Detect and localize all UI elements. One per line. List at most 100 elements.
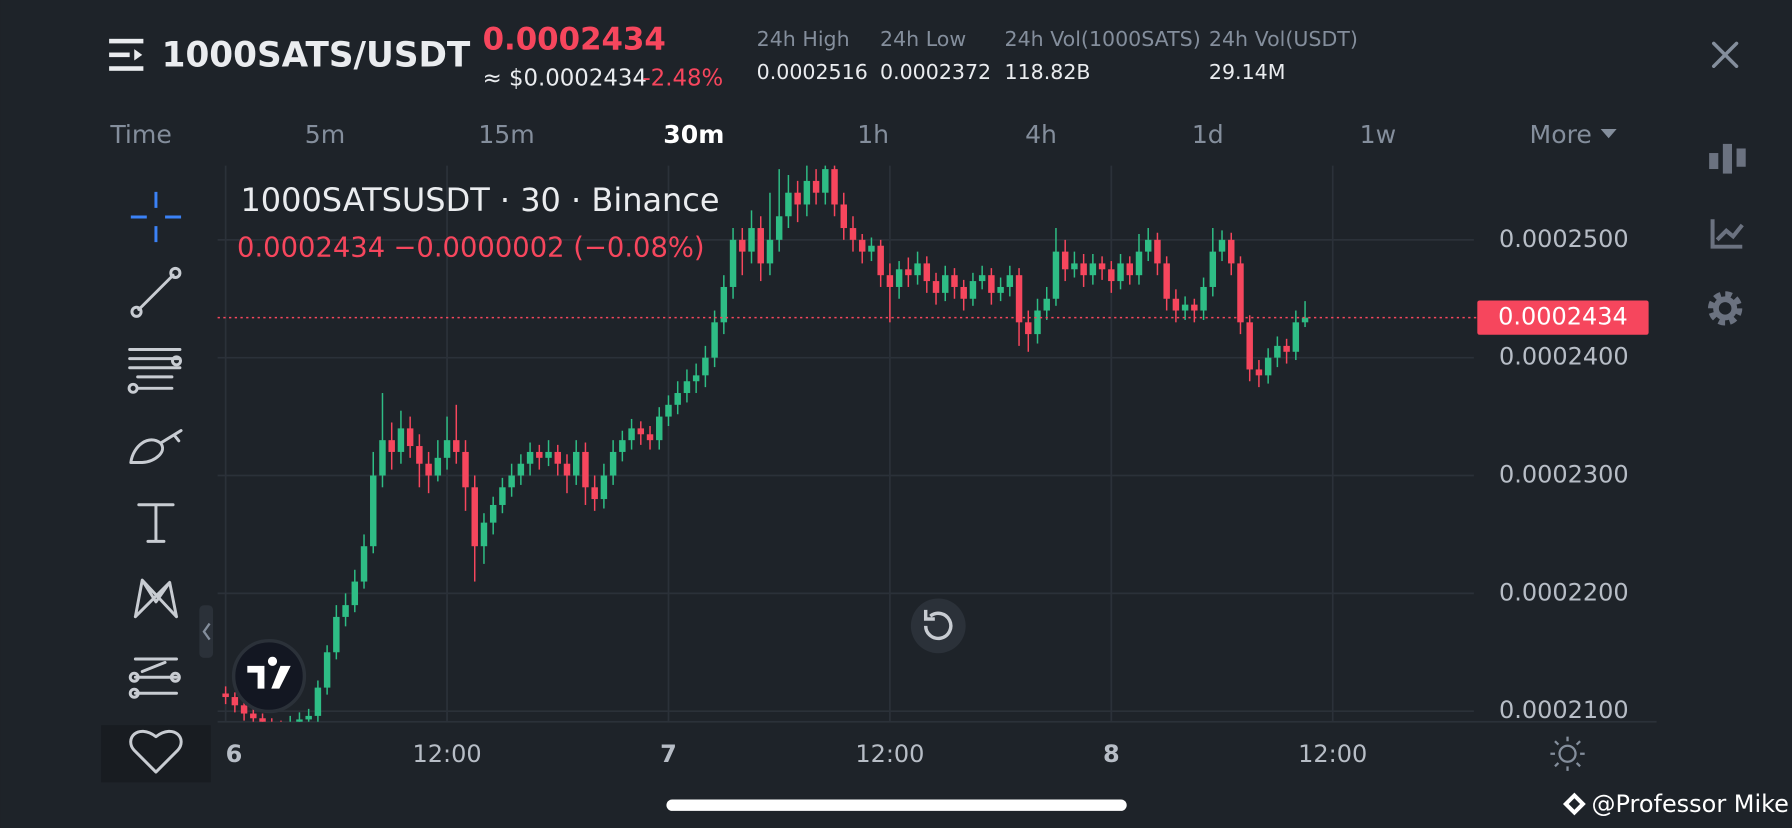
- stat-value: 0.0002372: [880, 60, 991, 84]
- candle-body: [370, 475, 377, 547]
- candle-body: [628, 428, 635, 441]
- close-button[interactable]: [1712, 41, 1739, 68]
- candle-body: [822, 169, 829, 193]
- candle-body: [785, 192, 792, 217]
- candle-body: [416, 446, 423, 464]
- measure-tool[interactable]: [128, 657, 181, 699]
- candle-body: [333, 616, 340, 653]
- pattern-tool[interactable]: [133, 578, 178, 619]
- candle-body: [434, 457, 442, 476]
- candle-body: [582, 451, 589, 488]
- x-tick-label: 8: [1103, 740, 1120, 768]
- candle-body: [1043, 298, 1050, 311]
- candle-body: [1283, 345, 1290, 352]
- candle-body: [1126, 263, 1133, 276]
- candle-body: [462, 451, 469, 488]
- candle-body: [1144, 239, 1152, 252]
- legend-title: 1000SATSUSDT · 30 · Binance: [240, 181, 719, 219]
- tradingview-logo[interactable]: [231, 638, 307, 714]
- candle-body: [858, 239, 866, 252]
- timeframe-tab[interactable]: 1h: [857, 120, 889, 149]
- candle-body: [674, 393, 681, 405]
- candle-body: [1089, 263, 1097, 276]
- candle-body: [591, 487, 598, 500]
- candles: [222, 165, 1309, 722]
- y-tick-label: 0.0002400: [1499, 343, 1629, 371]
- candle-body: [775, 216, 783, 240]
- chart-type-icon[interactable]: [1709, 143, 1746, 174]
- timeframe-tab[interactable]: 1d: [1192, 120, 1224, 149]
- candle-body: [323, 652, 331, 688]
- candle-body: [766, 239, 774, 264]
- timeframe-tab[interactable]: 5m: [305, 120, 345, 149]
- candle-body: [526, 451, 534, 464]
- toolbar-collapse[interactable]: [199, 605, 214, 658]
- change-pct: -2.48%: [642, 65, 723, 91]
- brush-tool[interactable]: [129, 429, 183, 465]
- chart-overlay: 0.0002434: [217, 300, 1649, 335]
- candle-body: [443, 440, 451, 458]
- candle-body: [692, 375, 700, 382]
- candle-body: [1006, 275, 1014, 287]
- timeframe-tabs: Time 5m 15m 30m 1h 4h 1d 1w More: [109, 120, 1591, 149]
- candle-body: [1117, 263, 1124, 282]
- candle-body: [360, 546, 368, 582]
- timeframe-tab[interactable]: 4h: [1025, 120, 1057, 149]
- theme-icon[interactable]: [1550, 736, 1585, 771]
- candle-body: [1163, 263, 1170, 299]
- candle-body: [683, 381, 691, 394]
- settings-icon[interactable]: [1708, 291, 1743, 326]
- candle-body: [895, 269, 903, 287]
- stat-value: 118.82B: [1004, 60, 1090, 84]
- candle-body: [1071, 263, 1078, 270]
- y-tick-label: 0.0002100: [1499, 696, 1629, 724]
- y-tick-label: 0.0002300: [1499, 461, 1629, 489]
- last-price-tag: [1477, 300, 1649, 335]
- candle-body: [1228, 239, 1235, 264]
- indicator-icon[interactable]: [1710, 219, 1744, 249]
- x-tick-label: 7: [660, 740, 677, 768]
- symbol[interactable]: 1000SATS/USDT: [162, 36, 471, 76]
- home-indicator: [666, 799, 1127, 811]
- favorites-tool[interactable]: [129, 729, 183, 774]
- timeframe-tab[interactable]: 1w: [1360, 120, 1397, 149]
- timeframe-tab[interactable]: Time: [109, 120, 171, 149]
- text-tool[interactable]: [137, 503, 175, 543]
- candle-body: [250, 713, 257, 719]
- stat-label: 24h Vol(USDT): [1209, 27, 1358, 51]
- stat-label: 24h Low: [880, 27, 966, 51]
- candle-body: [1274, 345, 1281, 358]
- candle-body: [305, 715, 312, 720]
- candle-body: [932, 281, 940, 293]
- candle-body: [1135, 251, 1143, 276]
- watermark-icon: [1562, 792, 1586, 816]
- candle-body: [665, 404, 672, 417]
- stat-label: 24h Vol(1000SATS): [1004, 27, 1200, 51]
- usd-price: ≈ $0.0002434: [483, 65, 647, 91]
- reset-button[interactable]: [910, 598, 966, 654]
- candle-body: [545, 451, 552, 458]
- candle-body: [351, 581, 359, 606]
- candle-body: [480, 522, 488, 547]
- fib-tool[interactable]: [127, 347, 182, 394]
- candle-body: [997, 286, 1004, 293]
- candle-body: [942, 275, 949, 293]
- candle-body: [960, 286, 967, 299]
- candle-body: [951, 275, 958, 287]
- y-tick-label: 0.0002200: [1499, 578, 1629, 606]
- candle-body: [739, 239, 746, 252]
- timeframe-tab[interactable]: 30m: [663, 120, 724, 149]
- candle-body: [453, 440, 460, 452]
- timeframe-tab[interactable]: 15m: [478, 120, 534, 149]
- menu-icon[interactable]: [109, 38, 144, 71]
- candle-body: [1154, 239, 1161, 264]
- line-tool[interactable]: [130, 266, 182, 318]
- candle-body: [868, 245, 875, 252]
- candle-body: [499, 487, 506, 505]
- candle-body: [231, 697, 239, 706]
- timeframe-tab[interactable]: More: [1530, 120, 1592, 149]
- candle-body: [259, 718, 266, 722]
- crosshair-tool[interactable]: [130, 191, 182, 243]
- candle-body: [471, 487, 478, 547]
